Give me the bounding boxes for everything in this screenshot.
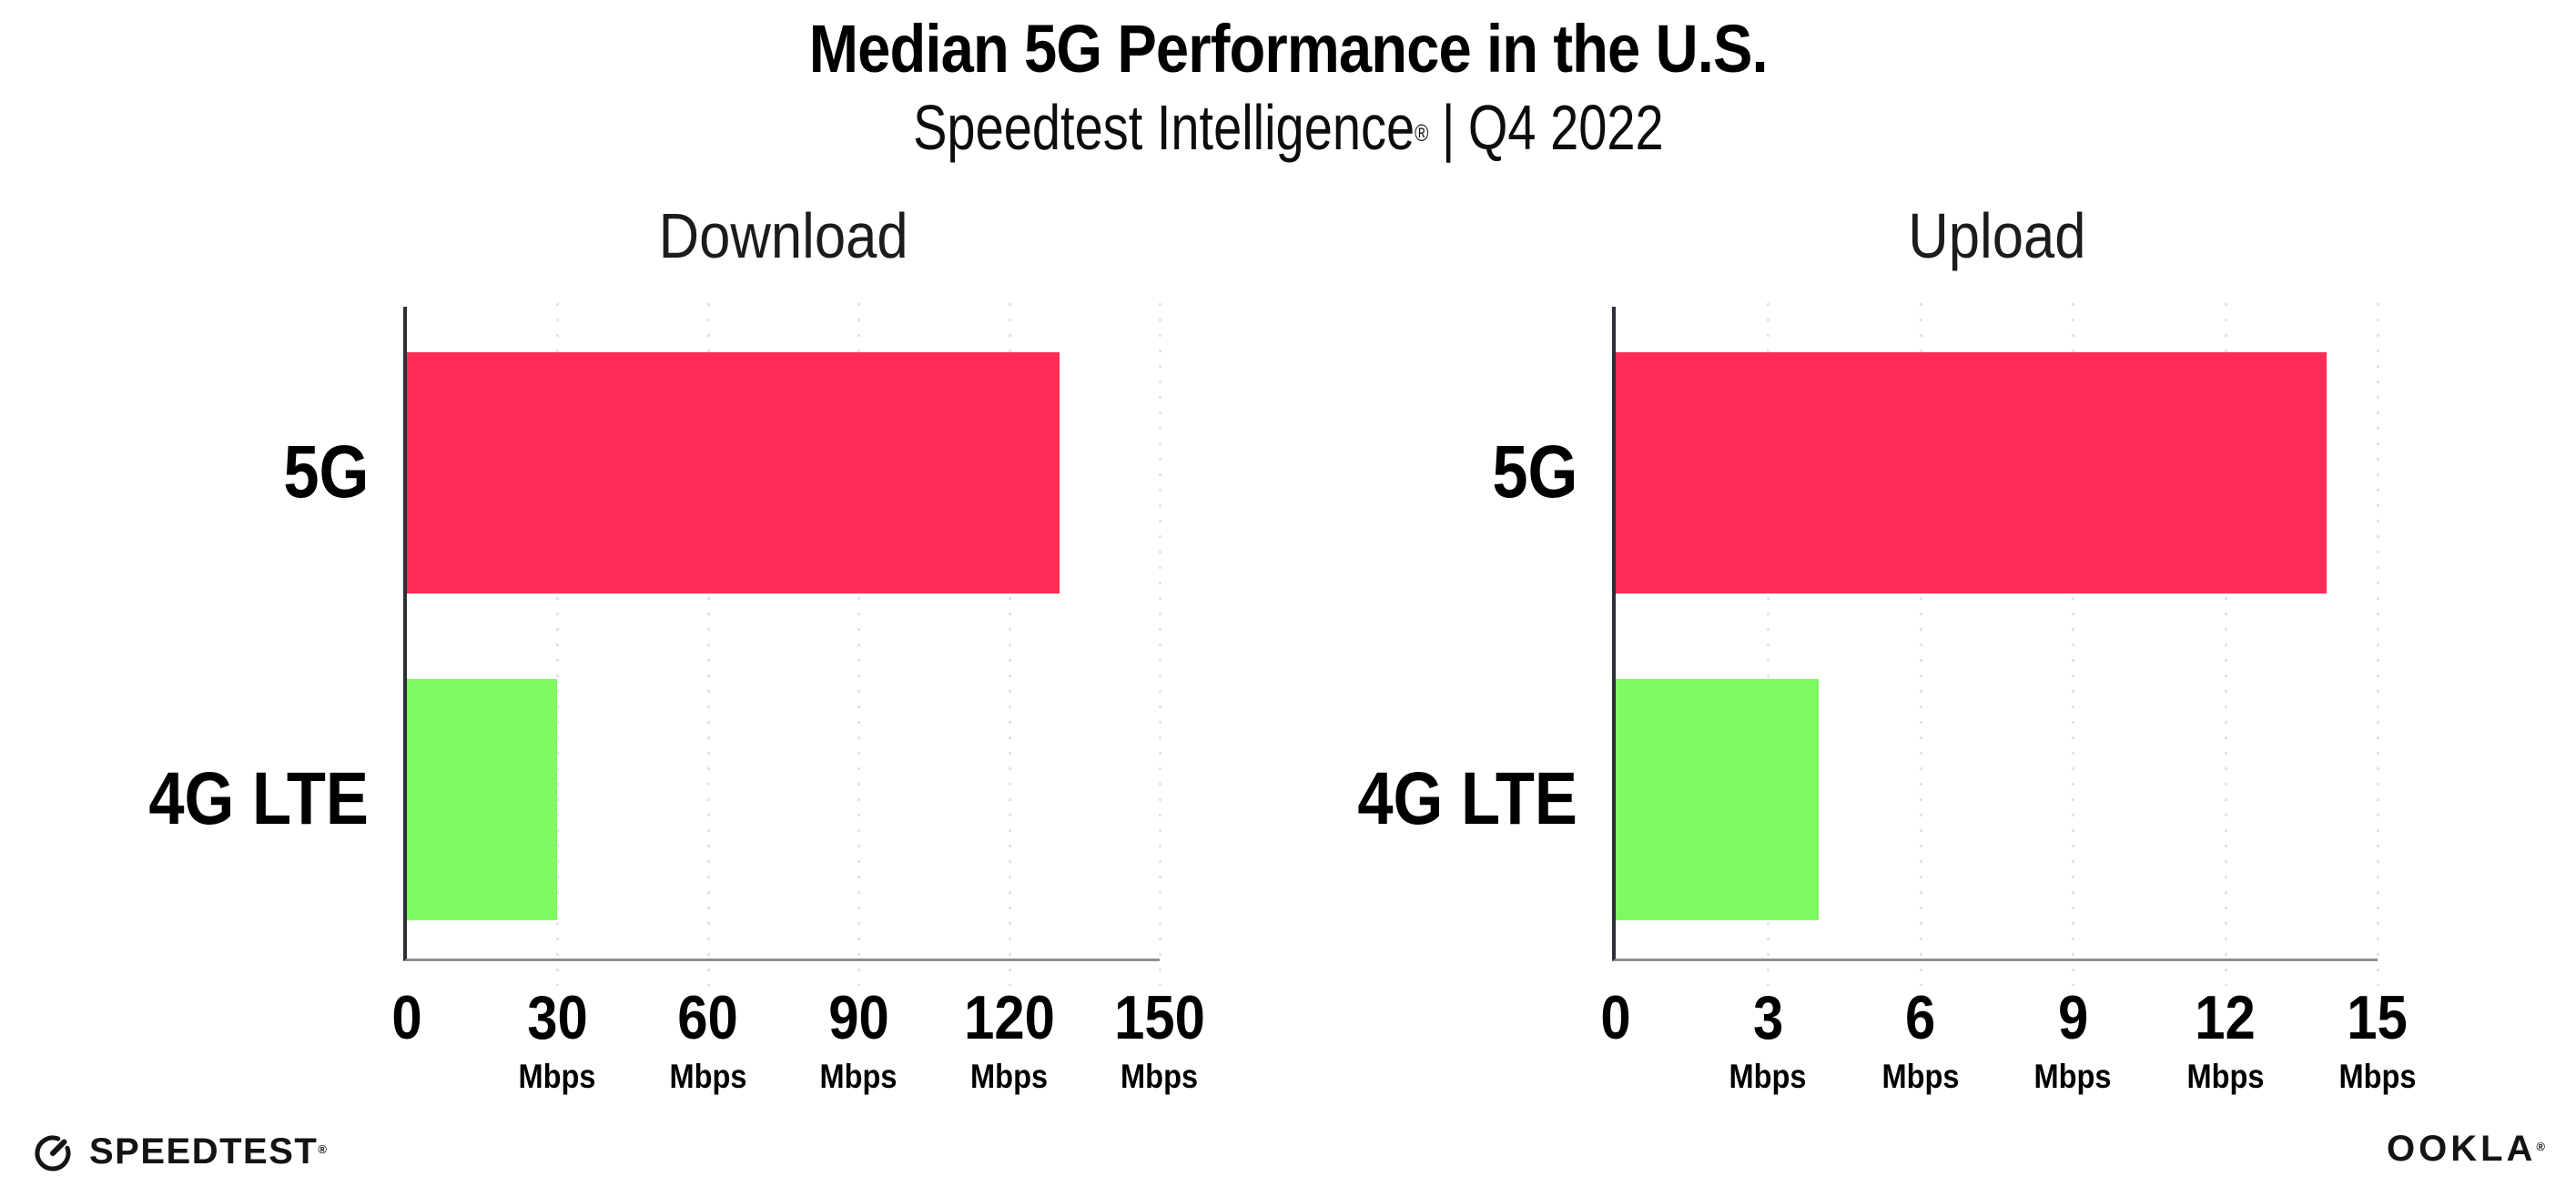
x-tick-unit: Mbps (2338, 1058, 2417, 1095)
gridline (2072, 303, 2075, 986)
x-tick-label: 0 (1598, 986, 1633, 1050)
x-tick-unit: Mbps (1729, 1058, 1807, 1095)
x-tick-unit: Mbps (518, 1058, 596, 1095)
category-label-4g-lte: 4G LTE (113, 757, 369, 841)
category-label-5g: 5G (269, 431, 369, 514)
page-title-text: Median 5G Performance in the U.S. (808, 11, 1769, 86)
category-label-4g-lte: 4G LTE (1322, 757, 1577, 841)
x-tick-unit: Mbps (669, 1058, 747, 1095)
bar-5g-upload (1616, 352, 2328, 593)
gridline (1008, 303, 1011, 986)
x-tick-unit: Mbps (2186, 1058, 2265, 1095)
x-tick-value: 120 (963, 983, 1055, 1052)
x-tick-label: 0 (390, 986, 424, 1050)
subtitle-separator: | (1441, 92, 1455, 163)
category-label-5g-text: 5G (282, 431, 369, 513)
x-tick-value: 15 (2347, 983, 2409, 1052)
x-tick-value: 90 (827, 983, 889, 1052)
x-tick-unit: Mbps (2033, 1058, 2112, 1095)
x-tick-label: 15 Mbps (2334, 986, 2422, 1097)
category-label-4g-lte-text: 4G LTE (1357, 757, 1577, 840)
bar-4g-lte-download (407, 679, 558, 920)
bar-5g-download (407, 352, 1060, 593)
ookla-logo: OOKLA® (2387, 1128, 2545, 1170)
x-tick-unit: Mbps (819, 1058, 898, 1095)
download-chart-title-text: Download (658, 200, 908, 271)
x-tick-label: 150 Mbps (1108, 986, 1211, 1097)
x-tick-label: 9 Mbps (2029, 986, 2117, 1097)
gridline (2224, 303, 2227, 986)
upload-chart-title-text: Upload (1907, 200, 2086, 271)
category-label-5g-text: 5G (1491, 431, 1577, 513)
x-tick-value: 60 (677, 983, 739, 1052)
x-tick-value: 150 (1114, 983, 1205, 1052)
x-tick-label: 120 Mbps (958, 986, 1060, 1097)
subtitle-brand: Speedtest Intelligence (912, 92, 1415, 163)
x-tick-value: 9 (2057, 983, 2088, 1052)
speedtest-wordmark-text: SPEEDTEST (89, 1131, 319, 1172)
registered-trademark-icon: ® (1414, 119, 1429, 147)
gridline (1919, 303, 1922, 986)
ookla-registered-icon: ® (2536, 1140, 2545, 1153)
speedtest-registered-icon: ® (318, 1142, 327, 1156)
x-tick-value: 3 (1752, 983, 1784, 1052)
category-label-5g: 5G (1478, 431, 1577, 514)
x-tick-value: 6 (1905, 983, 1936, 1052)
download-chart-title: Download (407, 199, 1160, 272)
gridline (2377, 303, 2379, 986)
subtitle: Speedtest Intelligence® | Q4 2022 (0, 89, 2576, 166)
x-tick-unit: Mbps (1881, 1058, 1960, 1095)
x-tick-value: 0 (1600, 983, 1631, 1052)
x-tick-label: 60 Mbps (664, 986, 752, 1097)
x-tick-label: 12 Mbps (2181, 986, 2269, 1097)
subtitle-period: Q4 2022 (1467, 92, 1664, 163)
bar-4g-lte-upload (1616, 679, 1820, 920)
subtitle-text: Speedtest Intelligence® | Q4 2022 (913, 89, 1664, 166)
speedtest-logo: SPEEDTEST® (31, 1130, 327, 1173)
speedtest-gauge-icon (35, 1135, 71, 1172)
category-label-4g-lte-text: 4G LTE (148, 757, 369, 840)
x-tick-label: 3 Mbps (1724, 986, 1812, 1097)
gridline (556, 303, 560, 986)
upload-chart: Upload 5G 4G LTE 0 3 Mbps 6 Mbps 9 Mbps 12 Mbps 1… (1357, 200, 2416, 1095)
ookla-wordmark-text: OOKLA (2386, 1129, 2537, 1169)
x-tick-label: 90 Mbps (815, 986, 903, 1097)
x-tick-unit: Mbps (970, 1058, 1049, 1095)
x-tick-label: 30 Mbps (513, 986, 602, 1097)
gridline (1159, 303, 1161, 986)
x-tick-unit: Mbps (1121, 1058, 1199, 1095)
speedtest-wordmark: SPEEDTEST® (89, 1131, 327, 1172)
gridline (857, 303, 861, 986)
x-tick-value: 12 (2195, 983, 2256, 1052)
upload-chart-title: Upload (1616, 199, 2378, 272)
x-tick-label: 6 Mbps (1876, 986, 1964, 1097)
x-tick-value: 30 (527, 983, 588, 1052)
page-title: Median 5G Performance in the U.S. (0, 11, 2576, 87)
x-tick-value: 0 (391, 983, 422, 1052)
download-chart: Download 5G 4G LTE 0 30 Mbps 60 Mbps 90 Mbps 12… (148, 200, 1205, 1095)
gridline (706, 303, 710, 986)
gridline (1767, 303, 1770, 986)
